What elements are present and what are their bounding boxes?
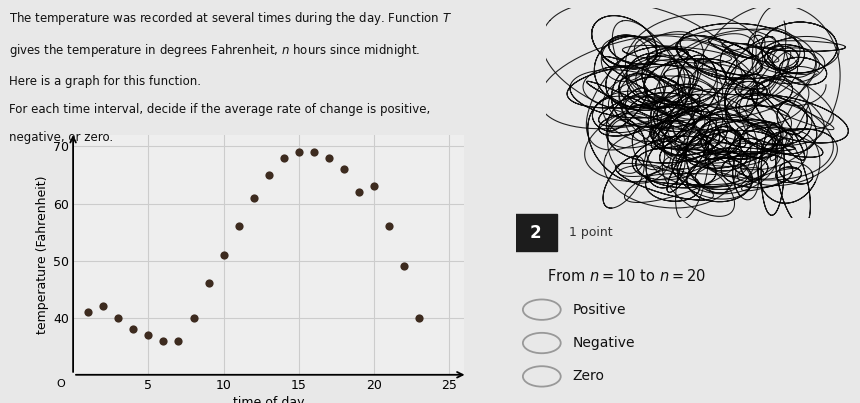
Text: From $n = 10$ to $n = 20$: From $n = 10$ to $n = 20$ xyxy=(547,268,706,284)
Point xyxy=(413,314,427,321)
Point xyxy=(157,337,170,344)
Text: Here is a graph for this function.: Here is a graph for this function. xyxy=(9,75,200,87)
Point xyxy=(397,263,411,270)
Point xyxy=(217,251,230,258)
Point xyxy=(126,326,140,332)
Point xyxy=(141,332,156,338)
Point xyxy=(307,149,321,155)
Point xyxy=(277,155,291,161)
Point xyxy=(201,280,215,287)
Text: Zero: Zero xyxy=(573,370,605,383)
Text: The temperature was recorded at several times during the day. Function $T$: The temperature was recorded at several … xyxy=(9,10,452,27)
Point xyxy=(337,166,351,172)
Point xyxy=(353,189,366,195)
Y-axis label: temperature (Fahrenheit): temperature (Fahrenheit) xyxy=(36,176,49,334)
Point xyxy=(172,337,186,344)
Text: O: O xyxy=(57,379,65,389)
Point xyxy=(112,314,126,321)
Point xyxy=(96,303,110,310)
Point xyxy=(247,195,261,201)
Point xyxy=(81,309,95,315)
Point xyxy=(232,223,246,230)
Point xyxy=(261,172,275,178)
Point xyxy=(382,223,396,230)
Point xyxy=(322,155,336,161)
Text: Positive: Positive xyxy=(573,303,626,317)
Text: gives the temperature in degrees Fahrenheit, $n$ hours since midnight.: gives the temperature in degrees Fahrenh… xyxy=(9,42,420,59)
Text: 1 point: 1 point xyxy=(569,226,613,239)
Text: negative, or zero.: negative, or zero. xyxy=(9,131,113,144)
Point xyxy=(367,183,381,189)
Text: For each time interval, decide if the average rate of change is positive,: For each time interval, decide if the av… xyxy=(9,103,430,116)
Point xyxy=(187,314,200,321)
FancyBboxPatch shape xyxy=(514,214,557,251)
Text: Negative: Negative xyxy=(573,336,636,350)
X-axis label: time of day: time of day xyxy=(233,396,304,403)
Text: 2: 2 xyxy=(530,224,542,242)
Point xyxy=(292,149,306,155)
